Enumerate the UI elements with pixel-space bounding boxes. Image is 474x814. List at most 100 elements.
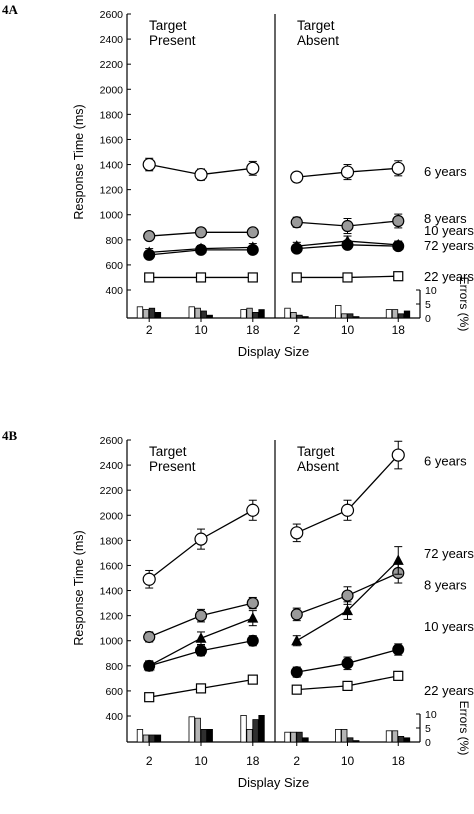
data-point — [195, 243, 207, 256]
y-tick-label: 1400 — [100, 160, 124, 172]
y-tick-label: 1800 — [100, 109, 124, 121]
data-point — [246, 596, 259, 610]
error-rate-bar — [148, 734, 156, 743]
y-tick-label: 2600 — [100, 435, 124, 447]
data-point — [291, 684, 302, 695]
data-point — [341, 238, 354, 251]
data-point — [246, 243, 259, 256]
x-tick-label: 18 — [246, 323, 260, 337]
error-rate-bar — [341, 313, 348, 319]
error-rate-bar — [341, 729, 348, 743]
x-tick-label: 10 — [341, 754, 355, 768]
error-rate-bar — [246, 307, 253, 319]
data-point — [143, 630, 156, 644]
data-point — [246, 161, 260, 175]
data-point — [290, 242, 303, 255]
subpanel-title: Present — [149, 459, 196, 474]
y-tick-label: 2400 — [100, 460, 124, 472]
y2-tick-label: 0 — [425, 737, 431, 749]
data-point — [393, 670, 404, 681]
subpanel-title: Target — [149, 18, 187, 33]
error-rate-bar — [258, 715, 265, 743]
series-label: 10 years — [424, 223, 474, 238]
series-label: 6 years — [424, 453, 467, 468]
data-point — [290, 526, 304, 540]
data-point — [340, 165, 355, 179]
data-point — [142, 572, 156, 586]
y-tick-label: 1200 — [100, 611, 124, 623]
data-point — [194, 167, 208, 182]
error-rate-bar — [252, 311, 259, 319]
error-rate-bar — [246, 729, 253, 743]
y-tick-label: 800 — [105, 235, 123, 247]
data-point — [143, 229, 156, 243]
panel-label: 4A — [2, 2, 19, 17]
y2-tick-label: 0 — [425, 313, 431, 325]
data-point — [247, 674, 258, 685]
series-label: 22 years — [424, 683, 474, 698]
error-rate-bar — [142, 309, 150, 319]
data-point — [392, 240, 405, 253]
data-point — [194, 226, 208, 239]
error-rate-bar — [194, 307, 201, 319]
y-tick-label: 2600 — [100, 9, 124, 21]
y-tick-label: 1800 — [100, 535, 124, 547]
y-tick-label: 2000 — [100, 510, 124, 522]
error-rate-bar — [142, 734, 150, 743]
error-rate-bar — [290, 311, 297, 319]
x-tick-label: 10 — [341, 323, 355, 337]
data-point — [246, 503, 260, 517]
series-label: 8 years — [424, 578, 467, 593]
error-rate-bar — [347, 737, 354, 743]
error-rate-bar — [302, 737, 309, 743]
y2-tick-label: 10 — [425, 285, 437, 297]
data-point — [290, 216, 303, 229]
y2-axis-title: Errors (%) — [457, 701, 471, 756]
y-tick-label: 1400 — [100, 586, 124, 598]
error-rate-bar — [240, 715, 247, 743]
x-tick-label: 2 — [293, 754, 300, 768]
y-tick-label: 2200 — [100, 485, 124, 497]
error-rate-bar — [403, 737, 411, 743]
data-point — [143, 659, 156, 672]
y2-tick-label: 5 — [425, 723, 431, 735]
data-point — [341, 589, 354, 602]
data-point — [290, 170, 304, 184]
series-label: 22 years — [424, 269, 474, 284]
y-tick-label: 800 — [105, 661, 123, 673]
x-tick-label: 18 — [392, 323, 406, 337]
x-tick-label: 2 — [146, 754, 153, 768]
error-rate-bar — [194, 717, 201, 743]
data-point — [392, 554, 404, 565]
data-point — [391, 161, 405, 175]
error-rate-bar — [385, 730, 393, 743]
data-point — [142, 157, 156, 172]
y-tick-label: 600 — [105, 260, 123, 272]
y-axis-title: Response Time (ms) — [72, 530, 86, 645]
data-point — [195, 683, 207, 694]
x-tick-label: 18 — [392, 754, 406, 768]
data-point — [342, 604, 353, 616]
error-rate-bar — [200, 310, 207, 319]
error-rate-bar — [296, 731, 303, 743]
y-tick-label: 1600 — [100, 134, 124, 146]
data-point — [195, 644, 207, 657]
data-point — [246, 226, 259, 239]
y2-axis-title: Errors (%) — [457, 277, 471, 332]
error-rate-bar — [240, 309, 247, 319]
error-rate-bar — [188, 716, 195, 743]
y-tick-label: 1000 — [100, 210, 124, 222]
error-rate-bar — [258, 309, 265, 319]
error-rate-bar — [302, 316, 309, 319]
error-rate-bar — [391, 730, 399, 743]
data-point — [247, 272, 258, 283]
data-point — [144, 272, 155, 283]
error-rate-bar — [284, 731, 291, 743]
y-tick-label: 400 — [105, 285, 123, 297]
error-rate-bar — [154, 311, 162, 319]
x-tick-label: 10 — [194, 323, 208, 337]
error-rate-bar — [136, 306, 144, 319]
subpanel-title: Absent — [297, 459, 339, 474]
data-point — [392, 643, 405, 656]
data-point — [144, 692, 155, 703]
